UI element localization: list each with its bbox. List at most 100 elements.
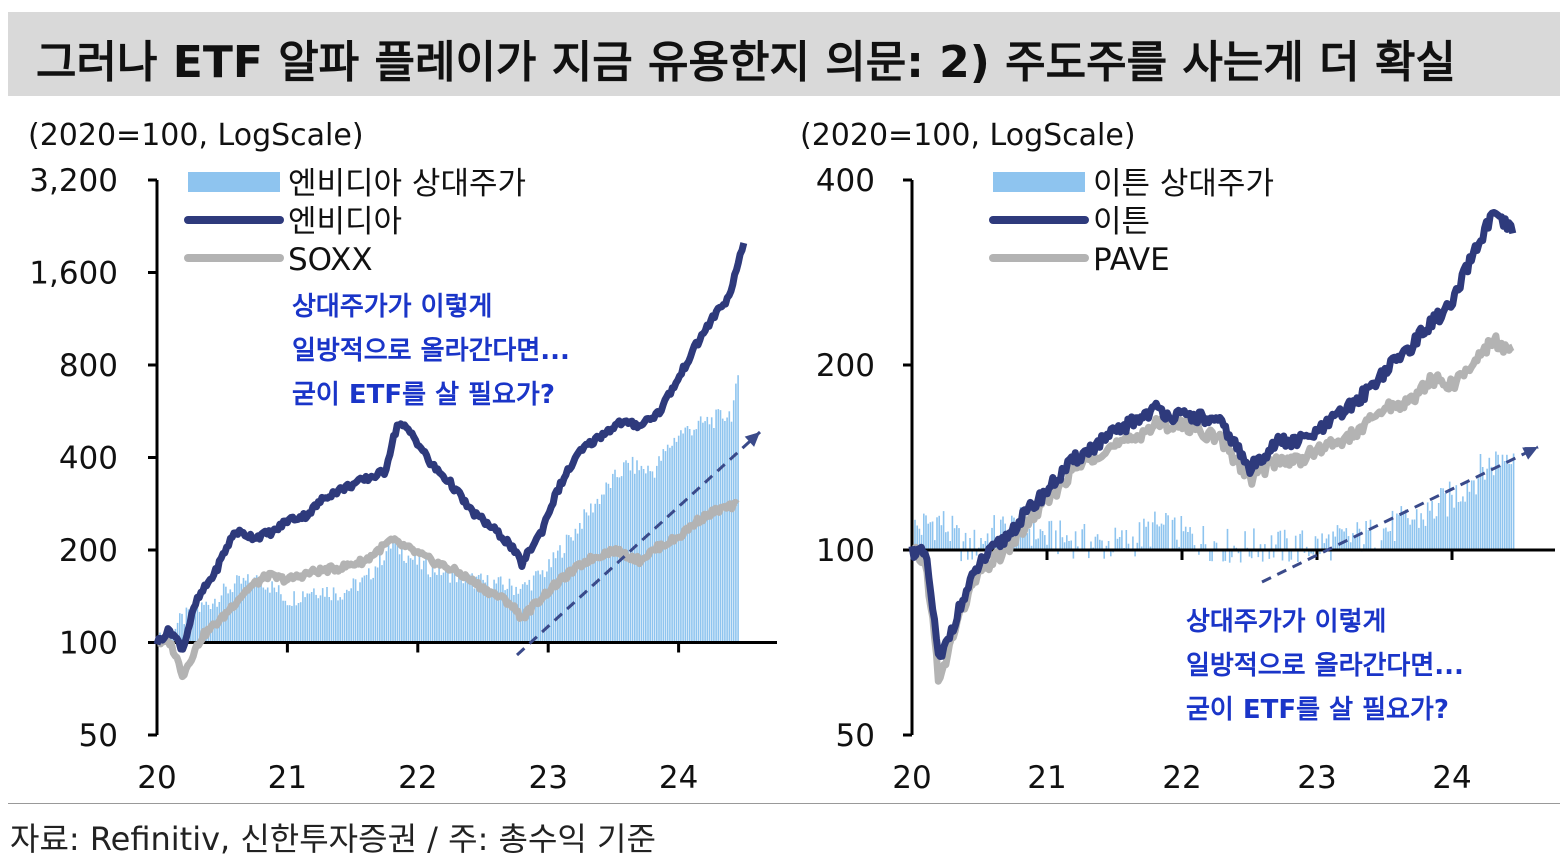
bar bbox=[203, 604, 205, 643]
bar bbox=[548, 559, 550, 643]
bar bbox=[1347, 536, 1350, 550]
bar bbox=[1178, 546, 1180, 550]
bar bbox=[425, 557, 427, 643]
bar bbox=[1213, 541, 1216, 550]
bar bbox=[440, 575, 443, 643]
bar bbox=[324, 596, 326, 643]
bar bbox=[405, 562, 407, 643]
bar bbox=[554, 558, 557, 643]
legend-label: 엔비디아 상대주가 bbox=[288, 166, 526, 202]
bar bbox=[587, 515, 590, 643]
bar bbox=[947, 531, 949, 550]
series-line-benchmark bbox=[910, 332, 1515, 685]
bar bbox=[971, 550, 973, 560]
y-tick-label: 50 bbox=[836, 718, 875, 754]
bar bbox=[1171, 519, 1174, 550]
bar bbox=[1297, 550, 1299, 562]
legend-label: 이튼 상대주가 bbox=[1093, 166, 1274, 202]
bar bbox=[240, 583, 243, 643]
bar bbox=[1261, 550, 1264, 562]
bar bbox=[607, 483, 610, 643]
bar bbox=[737, 375, 739, 643]
bar bbox=[702, 422, 704, 643]
bar bbox=[447, 567, 449, 643]
bar bbox=[486, 575, 489, 643]
bar bbox=[986, 533, 989, 550]
bar bbox=[1389, 531, 1392, 550]
bar bbox=[1338, 528, 1341, 550]
bar bbox=[1154, 511, 1156, 550]
y-tick-label: 400 bbox=[816, 163, 875, 199]
bar bbox=[401, 547, 403, 643]
bar bbox=[1393, 541, 1396, 550]
bar bbox=[1429, 510, 1431, 550]
bar bbox=[686, 426, 689, 643]
x-tick-label: 20 bbox=[892, 760, 931, 796]
source-note: 자료: Refinitiv, 신한투자증권 / 주: 총수익 기준 bbox=[10, 820, 656, 858]
bar bbox=[612, 473, 614, 643]
bar bbox=[346, 589, 348, 643]
bar bbox=[962, 541, 965, 550]
bar bbox=[1070, 540, 1072, 550]
bar bbox=[306, 593, 309, 643]
bar bbox=[255, 575, 258, 643]
bar bbox=[379, 552, 381, 643]
bar bbox=[438, 562, 440, 643]
bar bbox=[1396, 513, 1398, 550]
bar bbox=[1270, 535, 1273, 550]
bar bbox=[704, 421, 706, 643]
bar bbox=[708, 424, 711, 643]
bar bbox=[227, 593, 229, 643]
bar bbox=[273, 587, 276, 643]
bar bbox=[953, 528, 956, 550]
bar bbox=[1413, 519, 1416, 550]
bar bbox=[563, 553, 566, 643]
bar bbox=[310, 592, 313, 643]
y-tick-label: 3,200 bbox=[29, 163, 118, 199]
bar bbox=[1259, 544, 1262, 550]
bar bbox=[546, 571, 548, 643]
bar bbox=[576, 533, 579, 643]
bar bbox=[592, 512, 594, 643]
bar bbox=[1063, 542, 1066, 550]
bar bbox=[1442, 488, 1444, 550]
bar bbox=[264, 589, 267, 643]
bar bbox=[1204, 544, 1207, 550]
bar bbox=[499, 576, 502, 643]
chart-1 bbox=[148, 172, 777, 737]
bar bbox=[1125, 530, 1128, 550]
bar bbox=[1407, 518, 1409, 550]
bar bbox=[229, 589, 232, 643]
bar bbox=[455, 582, 458, 643]
bar bbox=[341, 599, 344, 643]
bar-series bbox=[912, 451, 1515, 563]
bar bbox=[1224, 550, 1227, 561]
bar bbox=[359, 582, 361, 643]
bar bbox=[1345, 528, 1348, 550]
bar bbox=[914, 519, 916, 550]
y-tick-label: 100 bbox=[59, 626, 118, 662]
bar bbox=[497, 577, 500, 643]
bar bbox=[735, 383, 737, 643]
bar bbox=[1464, 501, 1466, 550]
bar bbox=[335, 593, 337, 643]
bar bbox=[636, 460, 638, 643]
bar bbox=[1497, 454, 1499, 550]
chart-2 bbox=[903, 172, 1555, 737]
bar bbox=[1244, 531, 1246, 550]
bar bbox=[1110, 550, 1112, 557]
bar bbox=[442, 572, 445, 643]
bar bbox=[1099, 539, 1101, 550]
bar bbox=[343, 593, 346, 643]
bar bbox=[363, 575, 366, 643]
trend-arrow bbox=[1261, 445, 1539, 584]
bar bbox=[1484, 479, 1486, 550]
bar bbox=[1398, 514, 1400, 550]
y-tick-label: 100 bbox=[816, 533, 875, 569]
bar bbox=[1239, 550, 1242, 563]
bar bbox=[1088, 550, 1090, 559]
bar bbox=[372, 577, 374, 643]
bar bbox=[993, 515, 995, 550]
bar bbox=[238, 575, 240, 643]
bar bbox=[923, 513, 925, 550]
